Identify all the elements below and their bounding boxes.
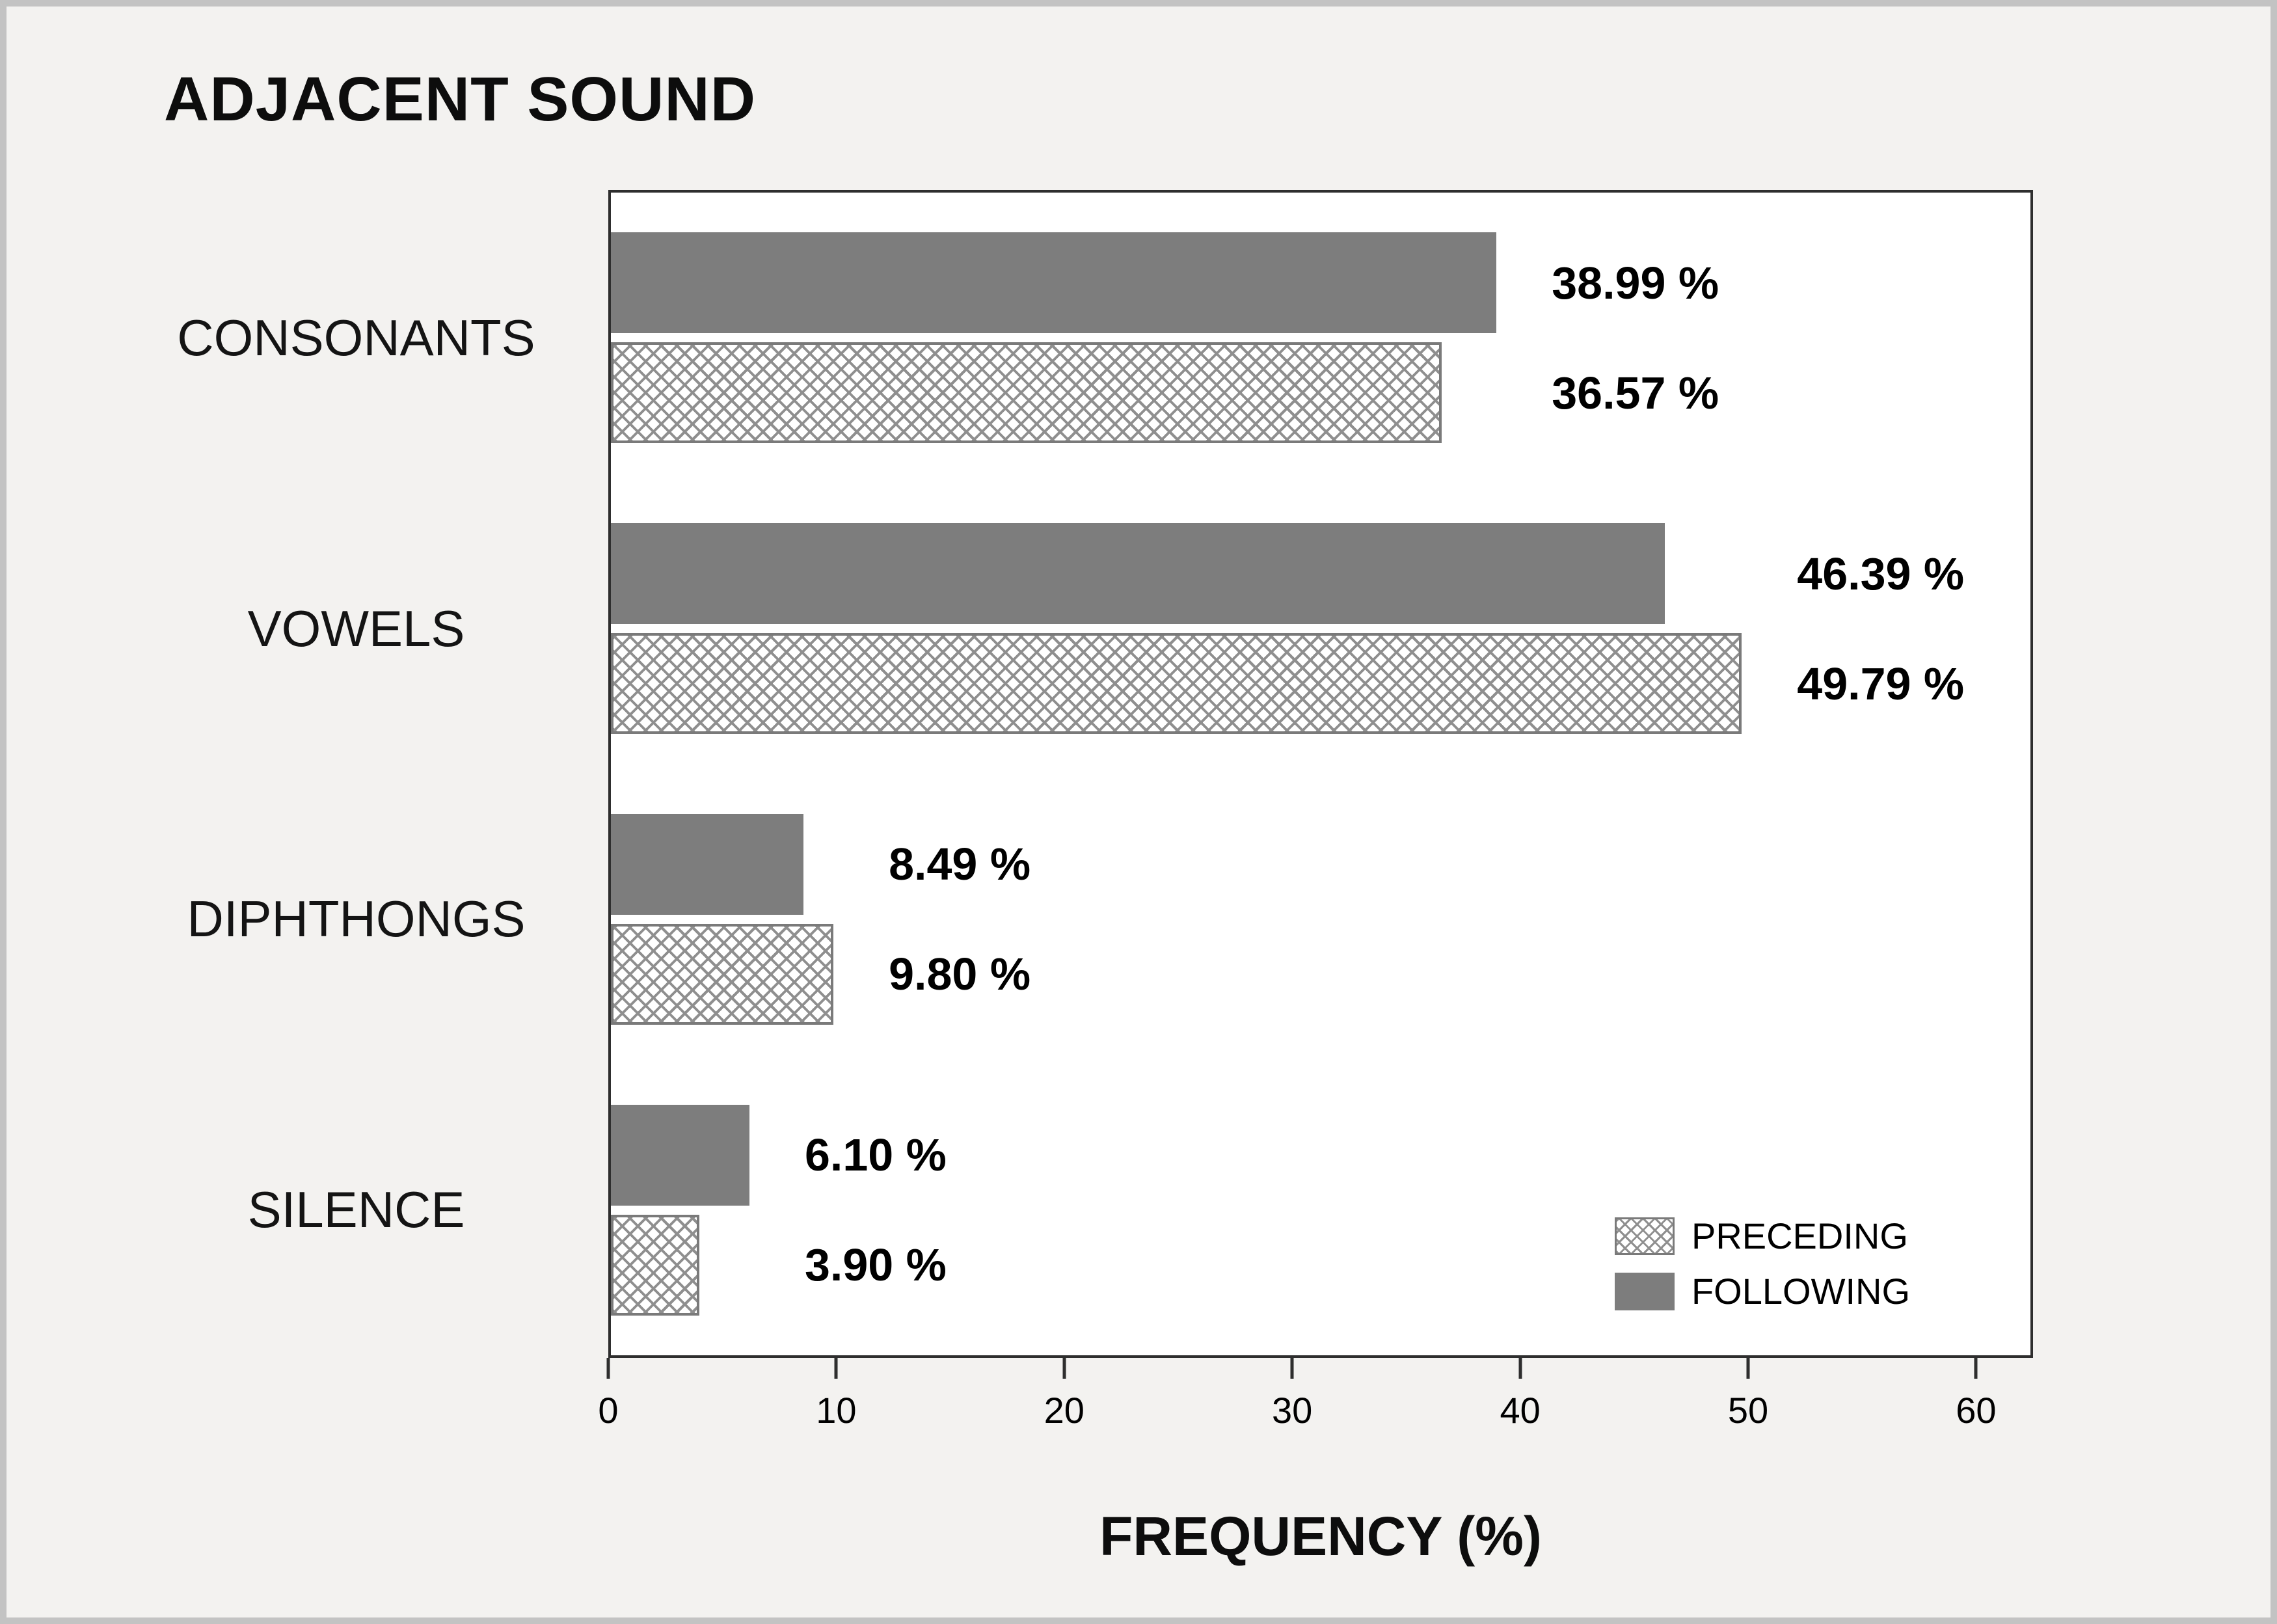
bar-preceding-diphthongs bbox=[611, 923, 834, 1025]
legend-label: FOLLOWING bbox=[1691, 1271, 1910, 1312]
bar-preceding-vowels bbox=[611, 633, 1742, 735]
category-label-consonants: CONSONANTS bbox=[177, 308, 535, 366]
axis-tick-label: 40 bbox=[1500, 1390, 1541, 1431]
legend-item-following: FOLLOWING bbox=[1614, 1270, 1910, 1312]
axis-tick-label: 10 bbox=[816, 1390, 857, 1431]
bar-following-silence bbox=[611, 1104, 749, 1206]
axis-tick-label: 0 bbox=[598, 1390, 619, 1431]
bar-row: 8.49 % bbox=[611, 813, 2030, 915]
legend: PRECEDING FOLLOWING bbox=[1614, 1215, 1910, 1312]
axis-tick bbox=[606, 1358, 610, 1379]
bar-group-silence: 6.10 % 3.90 % bbox=[611, 1064, 2030, 1355]
axis-tick-label: 30 bbox=[1272, 1390, 1313, 1431]
value-label: 9.80 % bbox=[889, 949, 1031, 1000]
legend-item-preceding: PRECEDING bbox=[1614, 1215, 1910, 1257]
axis-tick-label: 60 bbox=[1956, 1390, 1997, 1431]
value-label: 3.90 % bbox=[804, 1239, 947, 1291]
legend-swatch-solid bbox=[1614, 1272, 1675, 1310]
axis-tick bbox=[1746, 1358, 1750, 1379]
bar-preceding-silence bbox=[611, 1214, 700, 1316]
axis-tick-label: 50 bbox=[1727, 1390, 1769, 1431]
axis-tick bbox=[1290, 1358, 1294, 1379]
chart-area: CONSONANTS VOWELS DIPHTHONGS SILENCE PRECED… bbox=[104, 190, 2270, 1568]
value-label: 36.57 % bbox=[1552, 367, 1719, 418]
category-axis: CONSONANTS VOWELS DIPHTHONGS SILENCE bbox=[104, 190, 608, 1358]
axis-tick bbox=[1518, 1358, 1522, 1379]
bar-row: 49.79 % bbox=[611, 633, 2030, 735]
axis-tick-label: 20 bbox=[1044, 1390, 1085, 1431]
value-label: 49.79 % bbox=[1797, 658, 1965, 709]
bar-row: 38.99 % bbox=[611, 232, 2030, 334]
category-label-vowels: VOWELS bbox=[247, 599, 465, 657]
bar-row: 36.57 % bbox=[611, 342, 2030, 444]
bar-group-consonants: 38.99 % 36.57 % bbox=[611, 193, 2030, 483]
bar-following-vowels bbox=[611, 523, 1665, 625]
plot-area: PRECEDING FOLLOWING 38.99 % 36.57 % 46.39 %… bbox=[608, 190, 2033, 1358]
category-label-diphthongs: DIPHTHONGS bbox=[187, 890, 526, 948]
bar-row: 6.10 % bbox=[611, 1104, 2030, 1206]
value-label: 46.39 % bbox=[1797, 548, 1965, 599]
bar-group-diphthongs: 8.49 % 9.80 % bbox=[611, 774, 2030, 1065]
bar-row: 46.39 % bbox=[611, 523, 2030, 625]
axis-tick bbox=[1974, 1358, 1978, 1379]
value-label: 6.10 % bbox=[804, 1130, 947, 1181]
legend-label: PRECEDING bbox=[1691, 1215, 1908, 1256]
legend-swatch-crosshatch bbox=[1614, 1217, 1675, 1255]
chart-title: ADJACENT SOUND bbox=[164, 64, 757, 134]
bar-following-diphthongs bbox=[611, 813, 804, 915]
x-axis: 0 10 20 30 40 50 60 bbox=[598, 1358, 2033, 1462]
bar-row: 9.80 % bbox=[611, 923, 2030, 1025]
value-label: 8.49 % bbox=[889, 839, 1031, 890]
bar-following-consonants bbox=[611, 232, 1497, 334]
bar-row: 3.90 % bbox=[611, 1214, 2030, 1316]
axis-tick bbox=[834, 1358, 838, 1379]
bar-preceding-consonants bbox=[611, 342, 1442, 444]
value-label: 38.99 % bbox=[1552, 257, 1719, 308]
category-label-silence: SILENCE bbox=[247, 1181, 465, 1239]
axis-tick bbox=[1062, 1358, 1066, 1379]
bar-group-vowels: 46.39 % 49.79 % bbox=[611, 483, 2030, 774]
x-axis-title: FREQUENCY (%) bbox=[1099, 1506, 1542, 1567]
